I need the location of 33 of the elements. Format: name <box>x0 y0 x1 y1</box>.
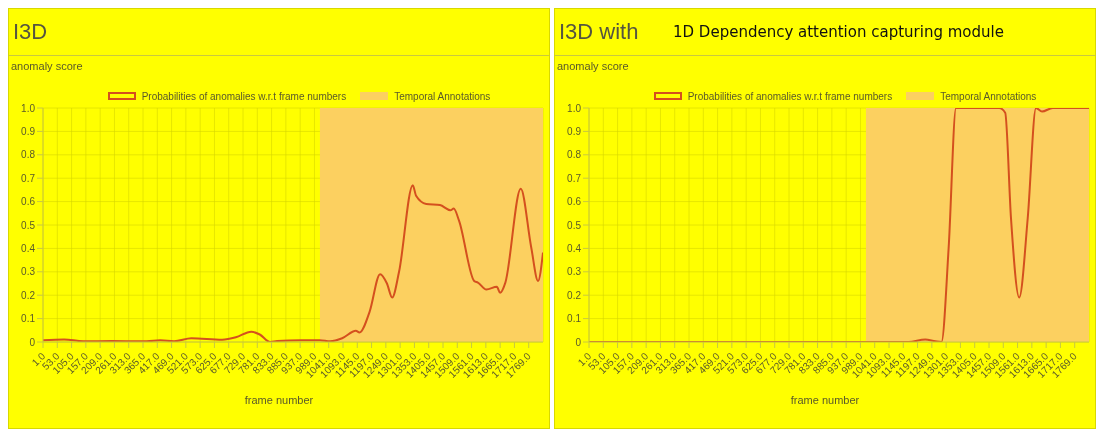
chart-title: I3D <box>13 19 48 45</box>
y-tick-label: 0.7 <box>21 172 36 184</box>
y-tick-label: 0.6 <box>567 196 582 208</box>
y-tick-label: 0 <box>575 336 582 348</box>
y-tick-label: 1.0 <box>21 102 36 114</box>
y-tick-label: 0.2 <box>21 289 36 301</box>
y-axis-title: anomaly score <box>11 60 84 74</box>
y-tick-label: 0.5 <box>567 219 582 231</box>
legend-label: Temporal Annotations <box>940 90 1037 102</box>
y-tick-label: 0.4 <box>21 242 36 254</box>
y-tick-label: 0.3 <box>567 266 582 278</box>
x-axis-title: frame number <box>789 394 861 406</box>
y-tick-label: 1.0 <box>567 102 582 114</box>
y-tick-label: 0 <box>29 336 36 348</box>
y-tick-label: 0.9 <box>21 125 36 137</box>
y-tick-label: 0.3 <box>21 266 36 278</box>
y-tick-label: 0.6 <box>21 196 36 208</box>
y-tick-label: 0.2 <box>567 289 582 301</box>
y-axis-title: anomaly score <box>557 60 630 74</box>
legend-label: Probabilities of anomalies w.r.t frame numbers <box>141 90 347 102</box>
y-tick-label: 0.8 <box>567 149 582 161</box>
y-tick-label: 0.5 <box>21 219 36 231</box>
y-tick-label: 0.1 <box>567 313 582 325</box>
y-tick-label: 0.8 <box>21 149 36 161</box>
x-axis-title: frame number <box>243 394 315 406</box>
y-tick-label: 0.4 <box>567 242 582 254</box>
y-tick-label: 0.9 <box>567 125 582 137</box>
y-tick-label: 0.1 <box>21 313 36 325</box>
text: 1D Dependency attention capturing module <box>663 9 1095 55</box>
legend-label: Probabilities of anomalies w.r.t frame numbers <box>687 90 893 102</box>
y-tick-label: 0.7 <box>567 172 582 184</box>
legend-label: Temporal Annotations <box>394 90 491 102</box>
chart-title: I3D with <box>559 19 639 45</box>
